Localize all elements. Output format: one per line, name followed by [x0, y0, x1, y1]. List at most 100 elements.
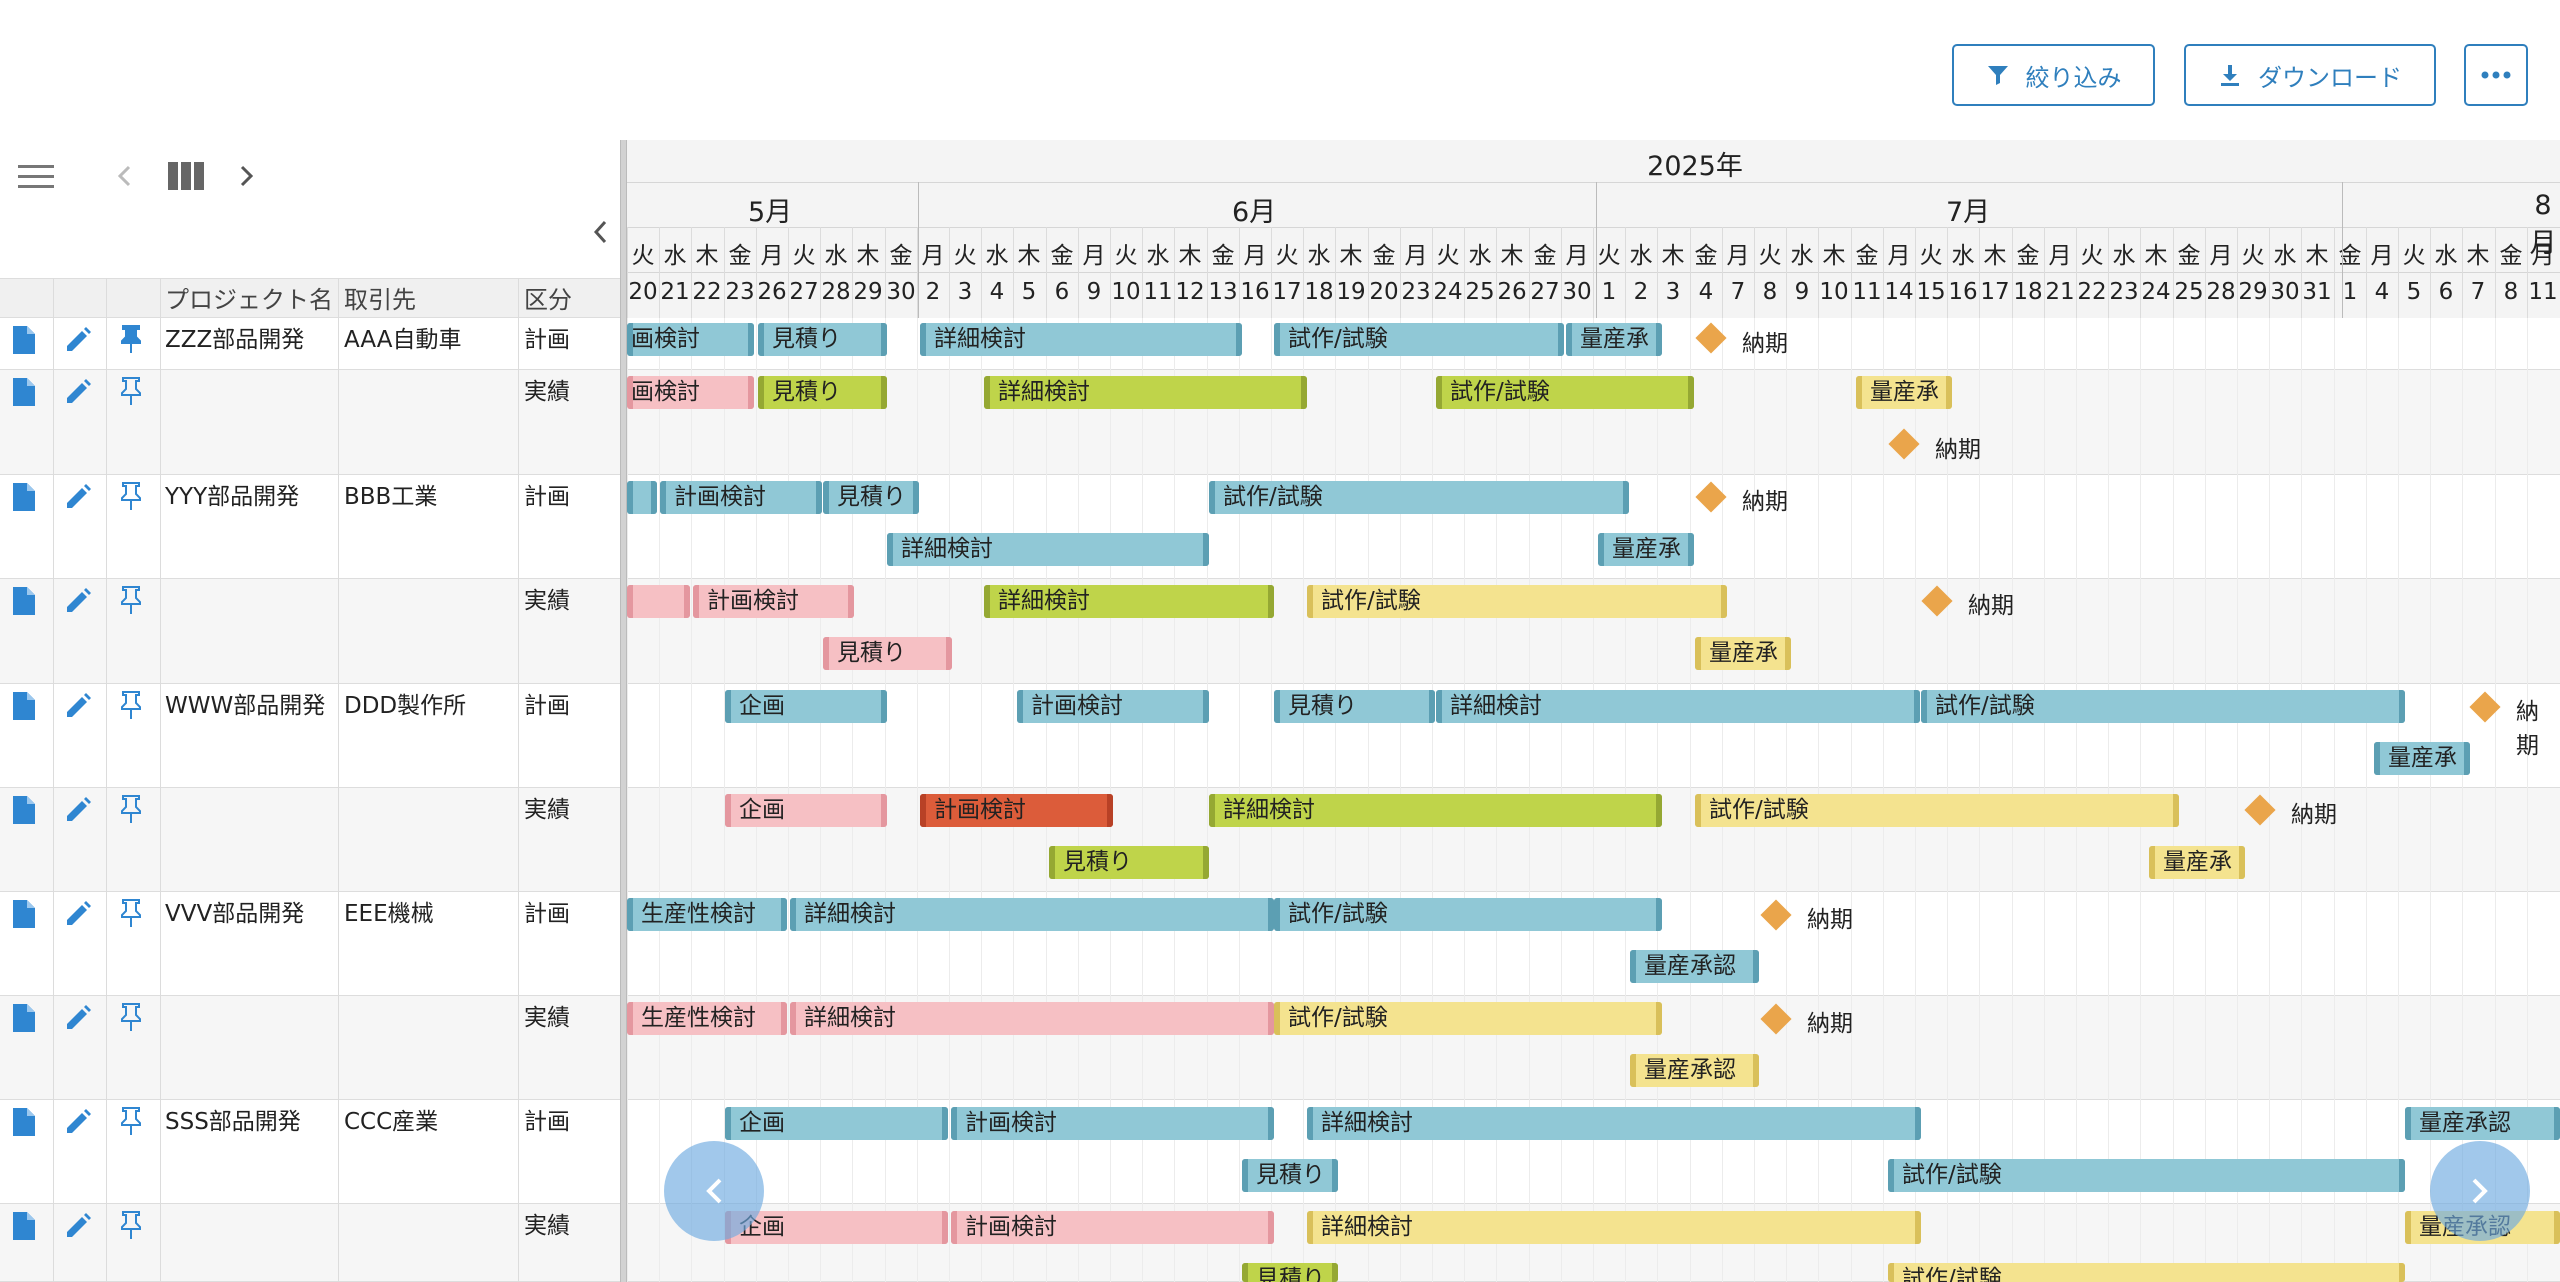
gantt-bar[interactable]: 企画 — [725, 1211, 948, 1244]
filter-button[interactable]: 絞り込み — [1952, 44, 2155, 106]
gantt-bar[interactable]: 見積り — [1242, 1159, 1338, 1192]
table-row[interactable] — [0, 475, 620, 579]
gantt-bar[interactable]: 試作/試験 — [1274, 898, 1662, 931]
document-icon[interactable] — [13, 1212, 35, 1240]
collapse-left-icon[interactable] — [592, 220, 608, 244]
gantt-bar[interactable]: 計画検討 — [660, 481, 822, 514]
pin-icon[interactable] — [120, 481, 142, 511]
gantt-bar[interactable]: 量産承 — [1695, 637, 1791, 670]
pin-icon[interactable] — [120, 690, 142, 720]
gantt-bar[interactable]: 量産承 — [2374, 742, 2470, 775]
gantt-bar[interactable]: 量産承 — [2149, 846, 2245, 879]
gantt-bar[interactable]: 試作/試験 — [1921, 690, 2405, 723]
chevron-left-icon[interactable] — [117, 165, 131, 187]
table-row[interactable] — [0, 579, 620, 684]
gantt-bar[interactable]: 量産承 — [1856, 376, 1952, 409]
gantt-bar[interactable]: 見積り — [823, 637, 952, 670]
pencil-icon[interactable] — [64, 1004, 92, 1032]
gantt-bar[interactable]: 試作/試験 — [1274, 323, 1564, 356]
document-icon[interactable] — [13, 483, 35, 511]
gantt-bar[interactable]: 詳細検討 — [1307, 1107, 1921, 1140]
gantt-bar[interactable]: 詳細検討 — [984, 585, 1274, 618]
gantt-bar[interactable]: 試作/試験 — [1888, 1159, 2405, 1192]
gantt-bar[interactable]: 計画検討 — [1017, 690, 1209, 723]
gantt-bar[interactable]: 見積り — [1274, 690, 1435, 723]
gantt-bar[interactable]: 量産承認 — [1630, 1054, 1759, 1087]
gantt-bar[interactable]: 見積り — [758, 323, 887, 356]
gantt-bar[interactable]: 量産承認 — [2405, 1107, 2560, 1140]
column-header-client[interactable]: 取引先 — [344, 286, 416, 314]
gantt-bar[interactable]: 計画検討 — [693, 585, 854, 618]
gantt-bar[interactable] — [627, 481, 657, 514]
table-row[interactable] — [0, 1100, 620, 1204]
gantt-bar[interactable]: 試作/試験 — [1888, 1263, 2405, 1282]
pencil-icon[interactable] — [64, 378, 92, 406]
document-icon[interactable] — [13, 378, 35, 406]
gantt-bar[interactable]: 見積り — [1242, 1263, 1338, 1282]
pencil-icon[interactable] — [64, 587, 92, 615]
gantt-bar[interactable]: 詳細検討 — [790, 1002, 1274, 1035]
gantt-bar[interactable]: 量産承 — [1598, 533, 1694, 566]
pin-icon[interactable] — [120, 324, 142, 354]
gantt-bar[interactable]: 画検討 — [627, 323, 754, 356]
table-row[interactable] — [0, 318, 620, 370]
chevron-right-icon[interactable] — [240, 165, 254, 187]
pencil-icon[interactable] — [64, 692, 92, 720]
gantt-bar[interactable]: 量産承 — [1566, 323, 1662, 356]
gantt-bar[interactable]: 詳細検討 — [790, 898, 1274, 931]
pin-icon[interactable] — [120, 1002, 142, 1032]
pin-icon[interactable] — [120, 1210, 142, 1240]
gantt-bar[interactable]: 試作/試験 — [1209, 481, 1629, 514]
document-icon[interactable] — [13, 1108, 35, 1136]
gantt-bar[interactable]: 詳細検討 — [920, 323, 1242, 356]
gantt-bar[interactable]: 量産承認 — [1630, 950, 1759, 983]
pin-icon[interactable] — [120, 898, 142, 928]
menu-icon[interactable] — [18, 164, 54, 190]
column-header-project[interactable]: プロジェクト名 — [165, 286, 333, 314]
gantt-bar[interactable]: 画検討 — [627, 376, 754, 409]
table-row[interactable] — [0, 996, 620, 1100]
gantt-bar[interactable]: 計画検討 — [951, 1211, 1274, 1244]
table-row[interactable] — [0, 684, 620, 788]
gantt-bar[interactable]: 生産性検討 — [627, 898, 787, 931]
document-icon[interactable] — [13, 692, 35, 720]
table-row[interactable] — [0, 892, 620, 996]
pencil-icon[interactable] — [64, 900, 92, 928]
gantt-bar[interactable]: 計画検討 — [920, 794, 1113, 827]
gantt-bar[interactable]: 企画 — [725, 1107, 948, 1140]
pencil-icon[interactable] — [64, 796, 92, 824]
pane-splitter[interactable] — [620, 140, 627, 1282]
document-icon[interactable] — [13, 326, 35, 354]
pin-icon[interactable] — [120, 585, 142, 615]
pin-icon[interactable] — [120, 1106, 142, 1136]
document-icon[interactable] — [13, 1004, 35, 1032]
document-icon[interactable] — [13, 900, 35, 928]
pencil-icon[interactable] — [64, 1212, 92, 1240]
table-row[interactable] — [0, 1204, 620, 1282]
gantt-bar[interactable]: 試作/試験 — [1695, 794, 2179, 827]
table-row[interactable] — [0, 370, 620, 475]
gantt-bar[interactable]: 見積り — [823, 481, 919, 514]
gantt-bar[interactable]: 見積り — [758, 376, 887, 409]
gantt-bar[interactable]: 試作/試験 — [1436, 376, 1694, 409]
more-button[interactable] — [2464, 44, 2528, 106]
table-row[interactable] — [0, 788, 620, 892]
gantt-bar[interactable]: 詳細検討 — [984, 376, 1307, 409]
download-button[interactable]: ダウンロード — [2184, 44, 2436, 106]
pencil-icon[interactable] — [64, 1108, 92, 1136]
document-icon[interactable] — [13, 796, 35, 824]
gantt-bar[interactable]: 見積り — [1049, 846, 1209, 879]
pin-icon[interactable] — [120, 376, 142, 406]
columns-icon[interactable] — [168, 162, 204, 190]
gantt-bar[interactable]: 詳細検討 — [1307, 1211, 1921, 1244]
gantt-bar[interactable]: 計画検討 — [951, 1107, 1274, 1140]
document-icon[interactable] — [13, 587, 35, 615]
gantt-bar[interactable]: 企画 — [725, 794, 887, 827]
gantt-bar[interactable]: 詳細検討 — [1209, 794, 1662, 827]
gantt-bar[interactable]: 詳細検討 — [1436, 690, 1920, 723]
gantt-bar[interactable]: 生産性検討 — [627, 1002, 787, 1035]
column-header-kind[interactable]: 区分 — [524, 286, 572, 314]
gantt-bar[interactable] — [627, 585, 690, 618]
gantt-bar[interactable]: 詳細検討 — [887, 533, 1209, 566]
scroll-right-button[interactable] — [2430, 1141, 2530, 1241]
